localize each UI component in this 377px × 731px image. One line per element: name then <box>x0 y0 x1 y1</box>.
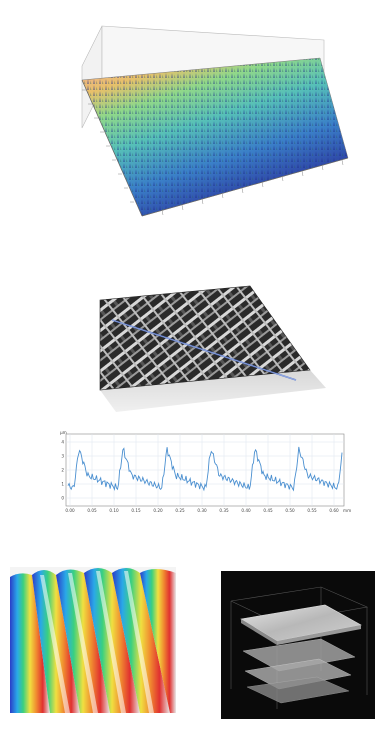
y-tick-labels: 4 3 2 1 0 <box>61 440 64 501</box>
x-tick-label: 0.00 <box>65 508 75 513</box>
slice-middle <box>242 638 356 672</box>
x-tick-label: 0.10 <box>109 508 119 513</box>
y-tick-label: 4 <box>61 440 64 445</box>
y-axis-unit: μm <box>60 430 67 435</box>
x-tick-label: 0.30 <box>197 508 207 513</box>
y-tick-label: 0 <box>61 496 64 501</box>
surface-roughness-3d-map <box>62 18 358 240</box>
slice-lower <box>244 658 352 690</box>
layered-slices-3d-volume <box>221 571 375 719</box>
axis-ticks-bottom <box>161 159 344 216</box>
y-tick-label: 3 <box>61 454 64 459</box>
ridge-highlights <box>40 571 154 713</box>
x-tick-label: 0.40 <box>241 508 251 513</box>
profile-line-plot: μm mm 4 3 2 1 0 0.00 0.05 0.10 0.15 0.20 0.25 0.30… <box>54 426 354 518</box>
x-tick-label: 0.35 <box>219 508 229 513</box>
profile-series-line <box>67 446 343 492</box>
plot-gridlines <box>66 434 344 506</box>
y-tick-label: 1 <box>61 482 64 487</box>
axis-ticks-left <box>82 89 134 203</box>
x-tick-label: 0.50 <box>285 508 295 513</box>
slice-bottom <box>246 676 350 704</box>
x-tick-label: 0.20 <box>153 508 163 513</box>
x-axis-unit: mm <box>343 508 351 513</box>
x-tick-label: 0.05 <box>87 508 97 513</box>
block-base <box>100 370 326 412</box>
x-tick-label: 0.15 <box>131 508 141 513</box>
y-tick-label: 2 <box>61 468 64 473</box>
grooved-surface-3d-render <box>82 282 332 422</box>
x-tick-label: 0.45 <box>263 508 273 513</box>
x-tick-label: 0.55 <box>307 508 317 513</box>
grooved-top <box>99 285 311 391</box>
wavy-surface-color-map <box>10 567 176 713</box>
x-tick-label: 0.25 <box>175 508 185 513</box>
x-tick-label: 0.60 <box>329 508 339 513</box>
x-tick-labels: 0.00 0.05 0.10 0.15 0.20 0.25 0.30 0.35 0.40 0.45… <box>65 508 339 513</box>
